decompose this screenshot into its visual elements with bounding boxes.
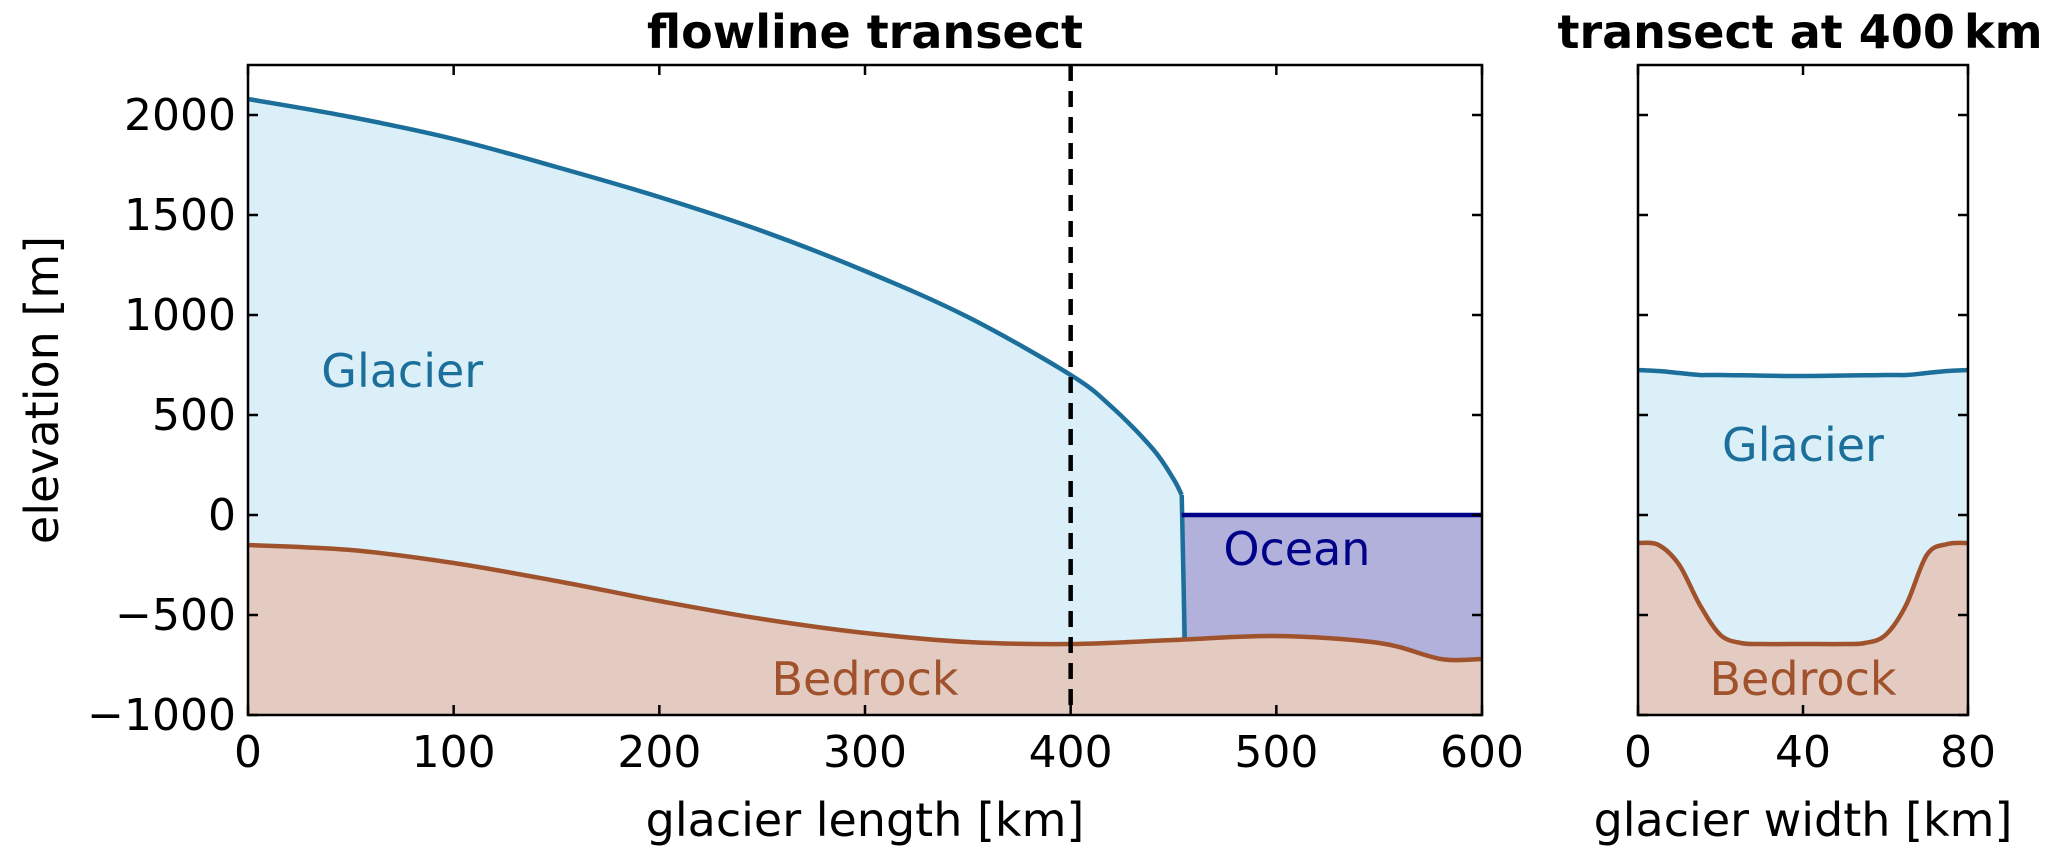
x-tick-label: 400 xyxy=(1029,727,1113,778)
left-panel-title: flowline transect xyxy=(647,5,1083,59)
bedrock-line xyxy=(1637,540,1969,647)
bedrock-area xyxy=(248,545,1482,715)
y-tick-label: 0 xyxy=(208,490,236,541)
x-tick-label: 0 xyxy=(1624,727,1652,778)
left-x-axis-label: glacier length [km] xyxy=(646,793,1085,847)
x-tick-label: 0 xyxy=(234,727,262,778)
x-tick-label: 80 xyxy=(1940,727,1996,778)
x-tick-label: 100 xyxy=(412,727,496,778)
bedrock-label: Bedrock xyxy=(1709,652,1896,706)
y-tick-label: 2000 xyxy=(124,90,236,141)
x-tick-label: 500 xyxy=(1234,727,1318,778)
y-tick-label: −1000 xyxy=(87,690,236,741)
ocean-label: Ocean xyxy=(1223,522,1370,576)
right-axis-ticks: 0 40 80 xyxy=(1624,65,1996,778)
left-axis-ticks: 0 100 200 300 400 500 600 −1000 −500 0 500 1000 1500… xyxy=(87,65,1524,778)
x-tick-label: 200 xyxy=(617,727,701,778)
x-tick-label: 300 xyxy=(823,727,907,778)
transect-400km-panel: 0 40 80 transect at 400 km glacier width [… xyxy=(1557,5,2042,847)
glacier-area xyxy=(1638,370,1968,644)
glacier-front-line xyxy=(1179,494,1187,640)
glacier-label: Glacier xyxy=(1722,418,1884,472)
glacier-surface-line xyxy=(247,96,1184,496)
x-tick-label: 600 xyxy=(1440,727,1524,778)
bedrock-label: Bedrock xyxy=(771,652,958,706)
glacier-label: Glacier xyxy=(321,344,483,398)
y-tick-label: 1000 xyxy=(124,290,236,341)
glacier-surface-line xyxy=(1637,367,1969,379)
left-plot-frame xyxy=(246,63,1484,717)
glacier-area xyxy=(248,99,1182,644)
ocean-area xyxy=(1181,515,1482,659)
flowline-transect-panel: 0 100 200 300 400 500 600 −1000 −500 0 500 1000 1500… xyxy=(15,5,1524,847)
bedrock-line xyxy=(247,542,1483,663)
y-tick-label: −500 xyxy=(115,590,236,641)
right-panel-title: transect at 400 km xyxy=(1557,5,2042,59)
bedrock-area xyxy=(1638,542,1968,715)
right-x-axis-label: glacier width [km] xyxy=(1594,793,2013,847)
right-plot-frame xyxy=(1636,63,1970,717)
y-tick-label: 1500 xyxy=(124,190,236,241)
x-tick-label: 40 xyxy=(1775,727,1831,778)
y-axis-label: elevation [m] xyxy=(15,236,69,544)
y-tick-label: 500 xyxy=(152,390,236,441)
